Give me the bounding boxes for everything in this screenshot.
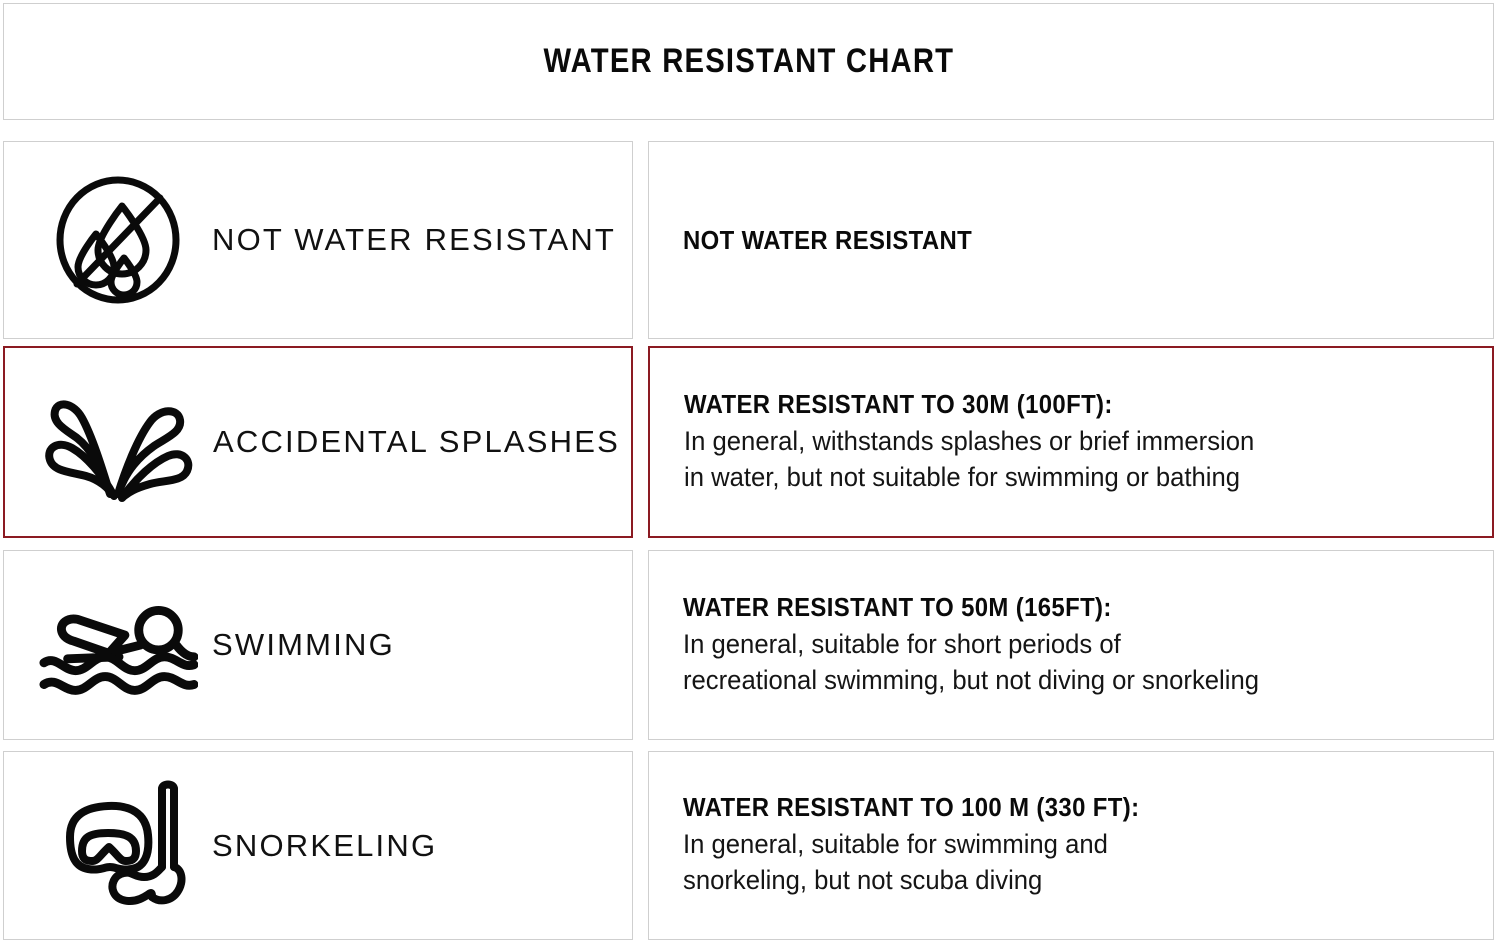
row-label: SWIMMING — [212, 627, 395, 662]
chart-row-accidental-splashes: ACCIDENTAL SPLASHES WATER RESISTANT TO 3… — [0, 346, 1500, 538]
no-water-resistant-icon — [38, 174, 198, 306]
row-label-cell: SWIMMING — [3, 550, 633, 740]
row-description-cell: WATER RESISTANT TO 30M (100FT): In gener… — [648, 346, 1494, 538]
row-label-cell: ACCIDENTAL SPLASHES — [3, 346, 633, 538]
swimmer-icon — [38, 593, 198, 697]
row-description-cell: WATER RESISTANT TO 50M (165FT): In gener… — [648, 550, 1494, 740]
page-title: WATER RESISTANT CHART — [543, 42, 954, 80]
row-description-cell: WATER RESISTANT TO 100 M (330 FT): In ge… — [648, 751, 1494, 940]
chart-row-swimming: SWIMMING WATER RESISTANT TO 50M (165FT):… — [0, 550, 1500, 740]
row-label: NOT WATER RESISTANT — [212, 222, 617, 257]
water-splash-icon — [39, 378, 199, 506]
row-label: SNORKELING — [212, 827, 438, 863]
description-heading: WATER RESISTANT TO 50M (165FT): — [683, 591, 1112, 622]
description-heading: NOT WATER RESISTANT — [683, 224, 973, 255]
row-label: ACCIDENTAL SPLASHES — [213, 424, 621, 459]
description-heading: WATER RESISTANT TO 100 M (330 FT): — [683, 792, 1140, 823]
snorkel-mask-icon — [38, 775, 198, 917]
row-label-cell: NOT WATER RESISTANT — [3, 141, 633, 339]
chart-row-not-water-resistant: NOT WATER RESISTANT NOT WATER RESISTANT — [0, 141, 1500, 339]
description-body: In general, suitable for short periods o… — [683, 628, 1259, 695]
description-body: In general, withstands splashes or brief… — [684, 425, 1255, 492]
chart-title-box: WATER RESISTANT CHART — [3, 3, 1494, 120]
chart-row-snorkeling: SNORKELING WATER RESISTANT TO 100 M (330… — [0, 751, 1500, 940]
row-label-cell: SNORKELING — [3, 751, 633, 940]
description-heading: WATER RESISTANT TO 30M (100FT): — [684, 388, 1113, 419]
description-body: In general, suitable for swimming and sn… — [683, 829, 1108, 895]
row-description-cell: NOT WATER RESISTANT — [648, 141, 1494, 339]
